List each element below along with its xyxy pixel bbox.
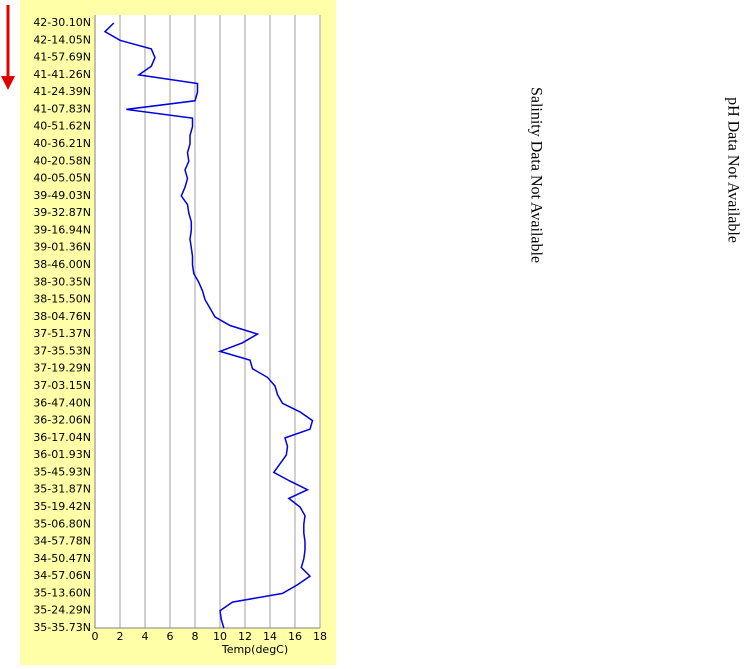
y-tick-label: 37-35.53N	[33, 344, 91, 357]
x-axis-label: Temp(degC)	[221, 643, 288, 656]
x-tick-label: 14	[263, 630, 277, 643]
salinity-message: Salinity Data Not Available	[527, 87, 544, 263]
y-tick-label: 34-57.06N	[33, 569, 91, 582]
y-tick-label: 42-14.05N	[33, 33, 91, 46]
y-tick-label: 40-36.21N	[33, 137, 91, 150]
y-tick-label: 39-49.03N	[33, 189, 91, 202]
y-tick-label: 35-35.73N	[33, 621, 91, 634]
y-tick-label: 35-45.93N	[33, 465, 91, 478]
y-tick-label: 39-32.87N	[33, 206, 91, 219]
y-tick-label: 35-31.87N	[33, 483, 91, 496]
y-tick-label: 42-30.10N	[33, 16, 91, 29]
y-tick-label: 39-16.94N	[33, 223, 91, 236]
y-tick-label: 40-20.58N	[33, 154, 91, 167]
y-tick-label: 35-13.60N	[33, 586, 91, 599]
y-tick-label: 37-03.15N	[33, 379, 91, 392]
x-tick-label: 18	[313, 630, 327, 643]
y-tick-label: 36-32.06N	[33, 414, 91, 427]
y-tick-label: 39-01.36N	[33, 241, 91, 254]
y-tick-label: 41-24.39N	[33, 85, 91, 98]
x-tick-label: 4	[142, 630, 149, 643]
x-tick-label: 10	[213, 630, 227, 643]
x-tick-label: 2	[117, 630, 124, 643]
x-tick-label: 16	[288, 630, 302, 643]
y-tick-label: 41-57.69N	[33, 51, 91, 64]
y-tick-label: 35-19.42N	[33, 500, 91, 513]
y-tick-label: 41-41.26N	[33, 68, 91, 81]
y-tick-label: 36-01.93N	[33, 448, 91, 461]
y-tick-label: 38-15.50N	[33, 293, 91, 306]
y-tick-label: 36-17.04N	[33, 431, 91, 444]
y-tick-label: 41-07.83N	[33, 102, 91, 115]
y-tick-label: 36-47.40N	[33, 396, 91, 409]
y-tick-label: 34-50.47N	[33, 552, 91, 565]
y-tick-label: 40-05.05N	[33, 172, 91, 185]
y-tick-label: 40-51.62N	[33, 120, 91, 133]
y-tick-label: 35-06.80N	[33, 517, 91, 530]
y-tick-label: 38-30.35N	[33, 275, 91, 288]
x-tick-label: 12	[238, 630, 252, 643]
temperature-line	[103, 22, 314, 629]
direction-arrowhead	[1, 76, 15, 90]
y-tick-label: 38-04.76N	[33, 310, 91, 323]
ph-message: pH Data Not Available	[724, 97, 741, 243]
y-tick-label: 37-19.29N	[33, 362, 91, 375]
x-tick-label: 0	[92, 630, 99, 643]
y-tick-label: 34-57.78N	[33, 535, 91, 548]
y-tick-label: 35-24.29N	[33, 604, 91, 617]
x-tick-label: 8	[192, 630, 199, 643]
x-tick-label: 6	[167, 630, 174, 643]
y-tick-label: 38-46.00N	[33, 258, 91, 271]
y-tick-label: 37-51.37N	[33, 327, 91, 340]
plot-area	[95, 15, 320, 628]
